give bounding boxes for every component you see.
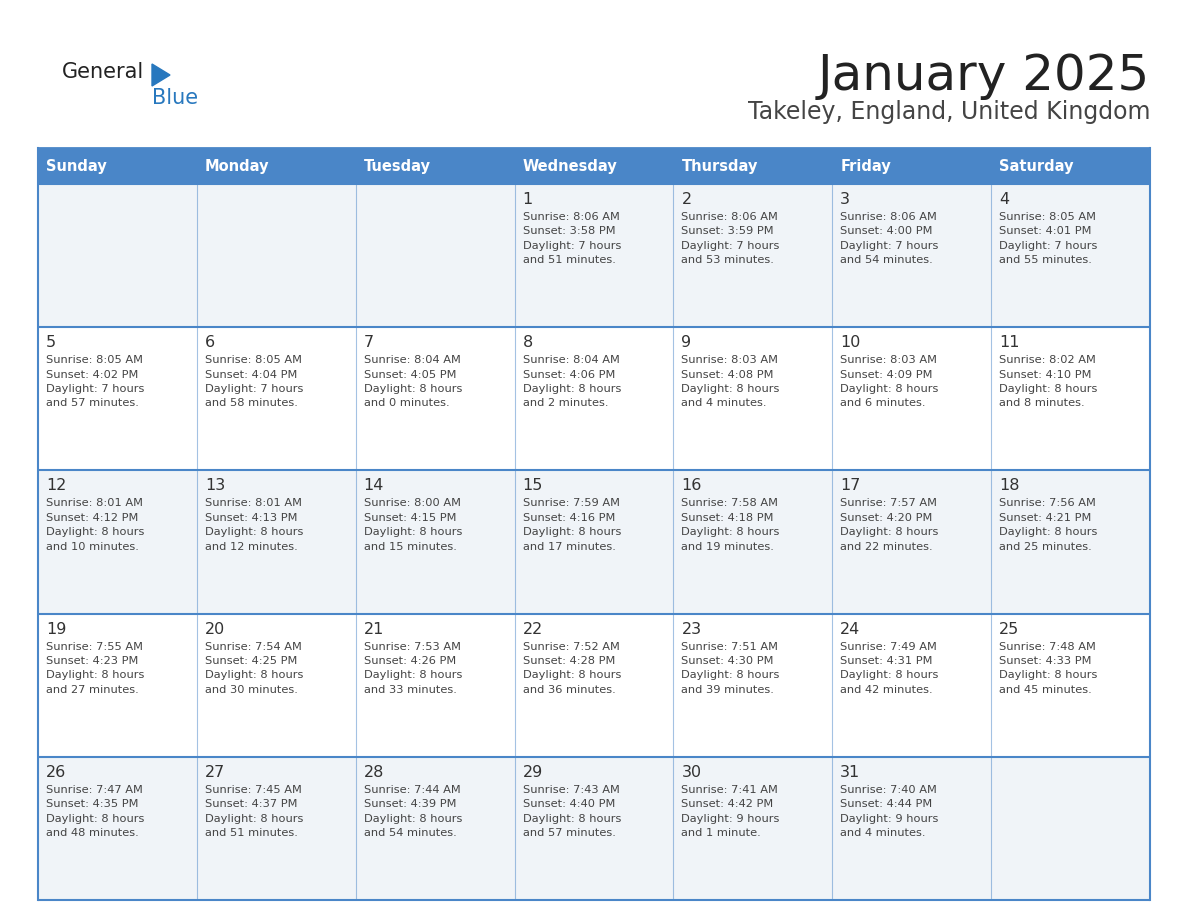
Text: 7: 7 [364,335,374,350]
Text: 20: 20 [204,621,225,636]
Text: Tuesday: Tuesday [364,159,431,174]
Text: 30: 30 [682,765,702,779]
Text: Sunday: Sunday [46,159,107,174]
Text: Blue: Blue [152,88,198,108]
Text: Monday: Monday [204,159,270,174]
Text: Sunrise: 7:41 AM
Sunset: 4:42 PM
Daylight: 9 hours
and 1 minute.: Sunrise: 7:41 AM Sunset: 4:42 PM Dayligh… [682,785,779,838]
Text: 19: 19 [46,621,67,636]
Text: 21: 21 [364,621,384,636]
Text: 17: 17 [840,478,860,493]
Text: 11: 11 [999,335,1019,350]
Text: 3: 3 [840,192,851,207]
Text: Thursday: Thursday [682,159,758,174]
Text: Wednesday: Wednesday [523,159,618,174]
Text: Sunrise: 8:03 AM
Sunset: 4:08 PM
Daylight: 8 hours
and 4 minutes.: Sunrise: 8:03 AM Sunset: 4:08 PM Dayligh… [682,355,779,409]
Text: January 2025: January 2025 [817,52,1150,100]
Text: Sunrise: 8:05 AM
Sunset: 4:04 PM
Daylight: 7 hours
and 58 minutes.: Sunrise: 8:05 AM Sunset: 4:04 PM Dayligh… [204,355,303,409]
Text: Sunrise: 7:43 AM
Sunset: 4:40 PM
Daylight: 8 hours
and 57 minutes.: Sunrise: 7:43 AM Sunset: 4:40 PM Dayligh… [523,785,621,838]
Text: 10: 10 [840,335,860,350]
Text: Sunrise: 7:53 AM
Sunset: 4:26 PM
Daylight: 8 hours
and 33 minutes.: Sunrise: 7:53 AM Sunset: 4:26 PM Dayligh… [364,642,462,695]
Text: 9: 9 [682,335,691,350]
Text: Takeley, England, United Kingdom: Takeley, England, United Kingdom [747,100,1150,124]
Text: 25: 25 [999,621,1019,636]
Text: Sunrise: 8:04 AM
Sunset: 4:06 PM
Daylight: 8 hours
and 2 minutes.: Sunrise: 8:04 AM Sunset: 4:06 PM Dayligh… [523,355,621,409]
Bar [38,148,1150,184]
Text: 8: 8 [523,335,533,350]
Text: Sunrise: 8:06 AM
Sunset: 3:59 PM
Daylight: 7 hours
and 53 minutes.: Sunrise: 8:06 AM Sunset: 3:59 PM Dayligh… [682,212,779,265]
Text: 1: 1 [523,192,533,207]
Text: Sunrise: 7:55 AM
Sunset: 4:23 PM
Daylight: 8 hours
and 27 minutes.: Sunrise: 7:55 AM Sunset: 4:23 PM Dayligh… [46,642,145,695]
Text: 22: 22 [523,621,543,636]
Text: Sunrise: 7:45 AM
Sunset: 4:37 PM
Daylight: 8 hours
and 51 minutes.: Sunrise: 7:45 AM Sunset: 4:37 PM Dayligh… [204,785,303,838]
Text: Sunrise: 7:52 AM
Sunset: 4:28 PM
Daylight: 8 hours
and 36 minutes.: Sunrise: 7:52 AM Sunset: 4:28 PM Dayligh… [523,642,621,695]
Text: General: General [62,62,144,82]
Text: Sunrise: 7:54 AM
Sunset: 4:25 PM
Daylight: 8 hours
and 30 minutes.: Sunrise: 7:54 AM Sunset: 4:25 PM Dayligh… [204,642,303,695]
Text: 31: 31 [840,765,860,779]
Text: 5: 5 [46,335,56,350]
Text: Sunrise: 7:40 AM
Sunset: 4:44 PM
Daylight: 9 hours
and 4 minutes.: Sunrise: 7:40 AM Sunset: 4:44 PM Dayligh… [840,785,939,838]
Text: Sunrise: 7:47 AM
Sunset: 4:35 PM
Daylight: 8 hours
and 48 minutes.: Sunrise: 7:47 AM Sunset: 4:35 PM Dayligh… [46,785,145,838]
Text: 12: 12 [46,478,67,493]
Text: 27: 27 [204,765,225,779]
Text: 14: 14 [364,478,384,493]
Text: 18: 18 [999,478,1019,493]
Text: Sunrise: 8:03 AM
Sunset: 4:09 PM
Daylight: 8 hours
and 6 minutes.: Sunrise: 8:03 AM Sunset: 4:09 PM Dayligh… [840,355,939,409]
Text: 6: 6 [204,335,215,350]
Bar [38,756,1150,900]
Text: Saturday: Saturday [999,159,1074,174]
Text: 23: 23 [682,621,702,636]
Text: 13: 13 [204,478,225,493]
Bar [38,184,1150,327]
Text: 29: 29 [523,765,543,779]
Text: 24: 24 [840,621,860,636]
Text: Sunrise: 8:02 AM
Sunset: 4:10 PM
Daylight: 8 hours
and 8 minutes.: Sunrise: 8:02 AM Sunset: 4:10 PM Dayligh… [999,355,1098,409]
Text: Friday: Friday [840,159,891,174]
Polygon shape [152,64,170,86]
Text: Sunrise: 7:58 AM
Sunset: 4:18 PM
Daylight: 8 hours
and 19 minutes.: Sunrise: 7:58 AM Sunset: 4:18 PM Dayligh… [682,498,779,552]
Text: Sunrise: 8:05 AM
Sunset: 4:02 PM
Daylight: 7 hours
and 57 minutes.: Sunrise: 8:05 AM Sunset: 4:02 PM Dayligh… [46,355,145,409]
Text: Sunrise: 8:06 AM
Sunset: 4:00 PM
Daylight: 7 hours
and 54 minutes.: Sunrise: 8:06 AM Sunset: 4:00 PM Dayligh… [840,212,939,265]
Text: Sunrise: 8:01 AM
Sunset: 4:12 PM
Daylight: 8 hours
and 10 minutes.: Sunrise: 8:01 AM Sunset: 4:12 PM Dayligh… [46,498,145,552]
Text: Sunrise: 8:01 AM
Sunset: 4:13 PM
Daylight: 8 hours
and 12 minutes.: Sunrise: 8:01 AM Sunset: 4:13 PM Dayligh… [204,498,303,552]
Text: Sunrise: 7:59 AM
Sunset: 4:16 PM
Daylight: 8 hours
and 17 minutes.: Sunrise: 7:59 AM Sunset: 4:16 PM Dayligh… [523,498,621,552]
Bar [38,327,1150,470]
Text: 26: 26 [46,765,67,779]
Text: Sunrise: 8:06 AM
Sunset: 3:58 PM
Daylight: 7 hours
and 51 minutes.: Sunrise: 8:06 AM Sunset: 3:58 PM Dayligh… [523,212,621,265]
Text: Sunrise: 8:04 AM
Sunset: 4:05 PM
Daylight: 8 hours
and 0 minutes.: Sunrise: 8:04 AM Sunset: 4:05 PM Dayligh… [364,355,462,409]
Text: 2: 2 [682,192,691,207]
Text: Sunrise: 8:00 AM
Sunset: 4:15 PM
Daylight: 8 hours
and 15 minutes.: Sunrise: 8:00 AM Sunset: 4:15 PM Dayligh… [364,498,462,552]
Text: Sunrise: 7:56 AM
Sunset: 4:21 PM
Daylight: 8 hours
and 25 minutes.: Sunrise: 7:56 AM Sunset: 4:21 PM Dayligh… [999,498,1098,552]
Text: 28: 28 [364,765,384,779]
Text: Sunrise: 7:44 AM
Sunset: 4:39 PM
Daylight: 8 hours
and 54 minutes.: Sunrise: 7:44 AM Sunset: 4:39 PM Dayligh… [364,785,462,838]
Bar [38,613,1150,756]
Text: Sunrise: 8:05 AM
Sunset: 4:01 PM
Daylight: 7 hours
and 55 minutes.: Sunrise: 8:05 AM Sunset: 4:01 PM Dayligh… [999,212,1098,265]
Text: Sunrise: 7:57 AM
Sunset: 4:20 PM
Daylight: 8 hours
and 22 minutes.: Sunrise: 7:57 AM Sunset: 4:20 PM Dayligh… [840,498,939,552]
Text: 4: 4 [999,192,1010,207]
Text: 15: 15 [523,478,543,493]
Bar [38,470,1150,613]
Text: Sunrise: 7:49 AM
Sunset: 4:31 PM
Daylight: 8 hours
and 42 minutes.: Sunrise: 7:49 AM Sunset: 4:31 PM Dayligh… [840,642,939,695]
Text: Sunrise: 7:51 AM
Sunset: 4:30 PM
Daylight: 8 hours
and 39 minutes.: Sunrise: 7:51 AM Sunset: 4:30 PM Dayligh… [682,642,779,695]
Text: Sunrise: 7:48 AM
Sunset: 4:33 PM
Daylight: 8 hours
and 45 minutes.: Sunrise: 7:48 AM Sunset: 4:33 PM Dayligh… [999,642,1098,695]
Text: 16: 16 [682,478,702,493]
